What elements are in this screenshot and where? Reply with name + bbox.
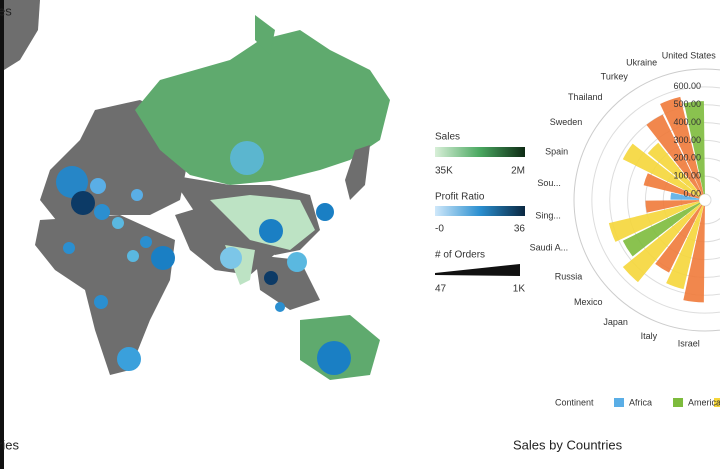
legend-min: -0 — [435, 224, 444, 235]
legend-title: Profit Ratio — [435, 192, 485, 203]
polar-bar — [645, 200, 700, 213]
color-ramp — [435, 206, 525, 216]
r-tick-label: 0.00 — [683, 188, 701, 198]
polar-bar — [666, 205, 704, 290]
grid-ring — [680, 175, 720, 225]
polar-bar — [622, 143, 701, 198]
legend-title: Sales — [435, 132, 460, 143]
polar-bar — [684, 101, 705, 195]
grid-ring — [627, 122, 720, 278]
legend-min: 47 — [435, 284, 447, 295]
outer-ring — [573, 68, 720, 332]
category-label: Spain — [545, 146, 568, 156]
category-label: Thailand — [568, 92, 603, 102]
polar-bar — [670, 192, 700, 200]
legend-max: 1K — [513, 284, 526, 295]
color-ramp — [435, 147, 525, 157]
category-label: Saudi A... — [530, 242, 569, 252]
r-tick-label: 400.00 — [673, 117, 701, 127]
grid-ring — [591, 86, 720, 314]
category-label: Israel — [678, 338, 700, 348]
grid-ring — [698, 193, 712, 207]
chart-title: Sales by Countries — [513, 437, 623, 452]
category-label: Mexico — [574, 297, 603, 307]
category-label: Sou... — [537, 178, 561, 188]
legend-min: 35K — [435, 166, 453, 177]
legend-title: # of Orders — [435, 250, 485, 261]
grid-ring — [644, 139, 720, 261]
grid-ring — [609, 104, 720, 296]
grid-ring — [662, 157, 720, 243]
r-tick-label: 200.00 — [673, 153, 701, 163]
legend-title: Continent — [555, 397, 594, 407]
size-wedge — [435, 264, 520, 276]
legend-max: 36 — [514, 224, 526, 235]
map — [4, 0, 390, 380]
category-label: United States — [662, 50, 717, 60]
polar-bar — [660, 96, 704, 195]
category-label: Turkey — [601, 72, 629, 82]
legend-swatch — [714, 398, 720, 407]
polar-bar — [683, 205, 705, 303]
category-label: Ukraine — [626, 58, 657, 68]
map-top-label: es — [0, 3, 12, 18]
r-tick-label: 600.00 — [673, 81, 701, 91]
r-tick-label: 100.00 — [673, 171, 701, 181]
category-label: Russia — [555, 272, 583, 282]
map-title: ries — [0, 437, 19, 452]
screen-edge — [0, 0, 4, 469]
category-label: Japan — [603, 317, 628, 327]
category-label: Sing... — [535, 211, 561, 221]
legend-max: 2M — [511, 166, 525, 177]
legend-label: Africa — [629, 397, 652, 407]
map-legend: Sales 35K 2M Profit Ratio -0 36 # of Ord… — [435, 132, 525, 295]
category-label: Italy — [641, 331, 658, 341]
r-tick-label: 500.00 — [673, 99, 701, 109]
legend-label: America — [688, 397, 720, 407]
polar-bar — [655, 204, 703, 273]
r-tick-label: 300.00 — [673, 135, 701, 145]
polar-bar — [622, 202, 701, 257]
legend-swatch — [614, 398, 624, 407]
polar-bar — [643, 173, 700, 199]
legend-swatch — [673, 398, 684, 407]
polar-bar — [646, 114, 703, 196]
polar-bar — [622, 203, 702, 283]
polar-bar — [647, 142, 702, 197]
category-label: Sweden — [550, 117, 583, 127]
polar-bar — [608, 201, 700, 242]
